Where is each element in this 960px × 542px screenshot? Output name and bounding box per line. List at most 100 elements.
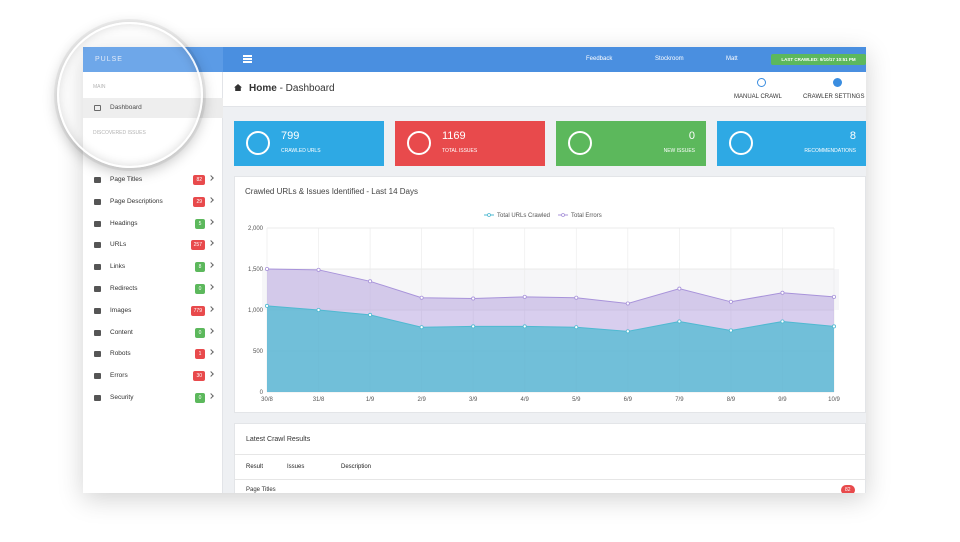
last-crawled: LAST CRAWLED: 9/10/17 10:51 PM: [771, 54, 866, 65]
y-tick-label: 1,000: [248, 308, 264, 314]
chevron: [208, 196, 214, 203]
nav-label: Redirects: [110, 285, 138, 292]
action-button[interactable]: MANUAL CRAWL: [734, 94, 782, 100]
data-point: [368, 312, 373, 317]
chevron: [208, 240, 214, 247]
nav-icon: [94, 373, 101, 380]
data-point: [832, 324, 837, 329]
chevron: [208, 349, 214, 356]
data-point: [574, 295, 579, 300]
x-tick-label: 3/9: [469, 397, 478, 403]
nav-item[interactable]: Page Titles 82: [83, 170, 223, 190]
chart-title: Crawled URLs & Issues Identified - Last …: [245, 187, 418, 196]
nav-label: Page Titles: [110, 176, 143, 183]
x-tick-label: 5/9: [572, 397, 581, 403]
chevron: [208, 305, 214, 312]
card-value: 0: [688, 130, 695, 142]
x-tick-label: 4/9: [521, 397, 530, 403]
top-bar: PULSE Feedback Stockroom Matt LAST CRAWL…: [83, 47, 866, 72]
row-badge: 82: [841, 485, 855, 493]
nav-item[interactable]: Errors 30: [83, 366, 223, 386]
card-icon: [568, 131, 592, 155]
data-point: [522, 324, 527, 329]
chevron: [208, 218, 214, 225]
nav-item[interactable]: URLs 257: [83, 235, 223, 255]
menu-item[interactable]: Feedback: [586, 56, 613, 62]
nav-item[interactable]: Headings 5: [83, 214, 223, 234]
card-value: 8: [849, 130, 856, 142]
column-header: Issues: [287, 464, 305, 470]
data-point: [574, 325, 579, 330]
action-button[interactable]: CRAWLER SETTINGS: [803, 94, 865, 100]
data-point: [728, 299, 733, 304]
x-tick-label: 2/9: [417, 397, 426, 403]
data-point: [832, 294, 837, 299]
nav-icon: [94, 307, 101, 314]
nav-item[interactable]: Content 0: [83, 323, 223, 343]
data-point: [728, 328, 733, 333]
nav-item[interactable]: Images 779: [83, 301, 223, 321]
nav-item[interactable]: Page Descriptions 29: [83, 192, 223, 212]
menu-item[interactable]: Stockroom: [655, 56, 684, 62]
count-badge: 0: [195, 393, 205, 403]
chevron: [208, 284, 214, 290]
breadcrumb: Home - Dashboard: [249, 83, 335, 94]
data-point: [625, 301, 630, 306]
stat-card: 1169 TOTAL ISSUES: [395, 121, 545, 166]
home-icon: [234, 84, 242, 91]
nav-label: URLs: [110, 241, 127, 249]
column-header: Description: [341, 464, 372, 470]
nav-label: Errors: [110, 372, 128, 380]
count-badge: 29: [193, 196, 205, 207]
crawl-icon: [757, 78, 766, 87]
y-tick-label: 1,500: [248, 267, 264, 273]
chevron: [208, 393, 214, 399]
card-icon: [729, 131, 753, 155]
stat-card: 799 CRAWLED URLS: [234, 121, 384, 166]
y-tick-label: 2,000: [248, 226, 264, 232]
card-icon: [246, 131, 270, 155]
count-badge: 257: [190, 240, 205, 251]
x-tick-label: 31/8: [313, 397, 325, 403]
legend-label: Total URLs Crawled: [497, 213, 550, 219]
chart-panel: Crawled URLs & Issues Identified - Last …: [234, 176, 866, 413]
menu-toggle[interactable]: [243, 55, 252, 63]
nav-item[interactable]: Robots 1: [83, 344, 223, 364]
menu-item[interactable]: Matt: [726, 56, 738, 62]
count-badge: 0: [195, 284, 205, 294]
data-point: [316, 307, 321, 312]
x-tick-label: 30/8: [261, 397, 273, 403]
count-badge: 1: [195, 349, 205, 360]
nav-icon: [94, 286, 101, 292]
data-point: [471, 324, 476, 329]
count-badge: 8: [195, 262, 205, 273]
data-point: [625, 329, 630, 334]
chevron: [208, 175, 214, 181]
data-point: [677, 286, 682, 291]
card-value: 1169: [442, 130, 466, 142]
legend-dot: [561, 213, 565, 217]
nav-label: Robots: [110, 350, 131, 358]
y-tick-label: 0: [260, 390, 264, 396]
x-tick-label: 1/9: [366, 397, 375, 403]
nav-item[interactable]: Security 0: [83, 388, 223, 408]
column-header: Result: [246, 464, 264, 470]
chevron: [208, 371, 214, 378]
nav-icon: [94, 351, 101, 358]
magnifier-lens: [57, 22, 203, 168]
card-label: RECOMMENDATIONS: [804, 148, 856, 154]
data-point: [677, 319, 682, 324]
data-point: [471, 296, 476, 301]
nav-icon: [94, 242, 101, 249]
results-panel: Latest Crawl Results Result Issues Descr…: [234, 423, 866, 493]
legend-dot: [487, 213, 491, 217]
nav-item[interactable]: Links 8: [83, 257, 223, 277]
stat-card: 0 NEW ISSUES: [556, 121, 706, 166]
nav-item[interactable]: Redirects 0: [83, 279, 223, 299]
nav-label: Images: [110, 306, 132, 314]
nav-label: Page Descriptions: [110, 197, 163, 205]
breadcrumb-subtitle: - Dashboard: [279, 83, 335, 94]
chart: Crawled URLs & Issues Identified - Last …: [245, 187, 840, 403]
row-result: Page Titles: [246, 487, 276, 493]
